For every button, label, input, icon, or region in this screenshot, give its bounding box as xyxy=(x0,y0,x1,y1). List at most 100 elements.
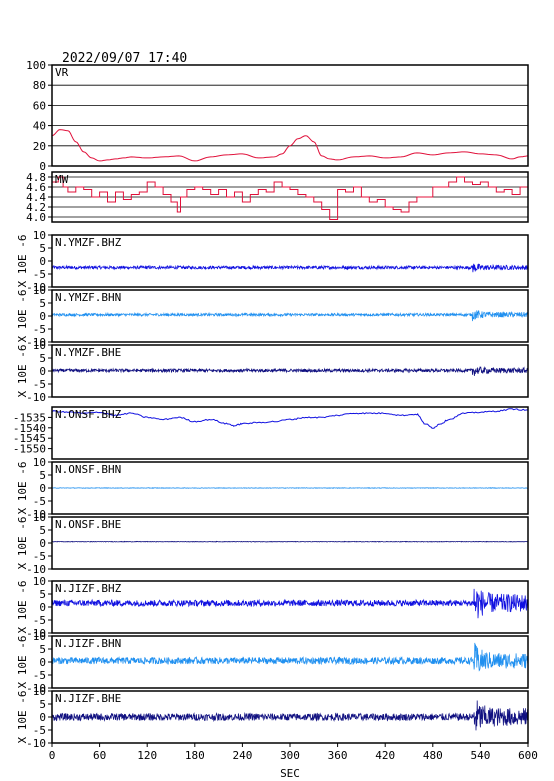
y-tick-label: 5 xyxy=(39,242,46,255)
panel-frame xyxy=(51,461,529,515)
chart-datetime: 2022/09/07 17:40 xyxy=(62,51,187,66)
panel-frame xyxy=(51,64,529,167)
x-tick-label: 600 xyxy=(518,749,538,762)
y-tick-label: 4.4 xyxy=(26,191,46,204)
y-tick-label: 0 xyxy=(39,482,46,495)
series-line xyxy=(52,176,529,220)
y-tick-label: -10 xyxy=(26,737,46,750)
panel-mw: 4.04.24.44.64.8 MW xyxy=(26,171,529,224)
y-tick-label: 0 xyxy=(39,711,46,724)
y-tick-label: -5 xyxy=(33,378,46,391)
series-line xyxy=(51,540,529,543)
x-axis-label: SEC xyxy=(280,767,300,780)
y-tick-label: 10 xyxy=(33,685,46,698)
x-tick-label: 300 xyxy=(280,749,300,762)
x-tick-label: 240 xyxy=(232,749,252,762)
y-tick-label: 0 xyxy=(39,160,46,173)
y-axis-label: X 10E -6 xyxy=(16,636,29,689)
panel-frame xyxy=(51,516,529,570)
y-tick-label: 4.2 xyxy=(26,201,46,214)
y-tick-label: 5 xyxy=(39,588,46,601)
series-line xyxy=(51,263,529,273)
y-tick-label: 0 xyxy=(39,310,46,323)
y-tick-label: -10 xyxy=(26,508,46,521)
y-tick-label: -1545 xyxy=(13,432,46,445)
panel-label: N.JIZF.BHN xyxy=(55,637,121,650)
y-tick-label: -1550 xyxy=(13,443,46,456)
y-tick-label: -5 xyxy=(33,724,46,737)
panel-frame xyxy=(51,171,529,223)
x-axis: 0 60 120 180 240 300 360 420 480 540 600 xyxy=(49,743,538,762)
y-tick-label: 0 xyxy=(39,601,46,614)
panel-label: N.JIZF.BHZ xyxy=(55,582,122,595)
y-tick-label: 0 xyxy=(39,656,46,669)
panel-label: N.YMZF.BHZ xyxy=(55,236,122,249)
y-tick-label: -10 xyxy=(26,281,46,294)
x-tick-label: 0 xyxy=(49,749,56,762)
y-tick-label: 5 xyxy=(39,297,46,310)
y-axis-label: X 10E -6 xyxy=(16,462,29,515)
y-tick-label: -5 xyxy=(33,495,46,508)
y-tick-label: -10 xyxy=(26,391,46,404)
y-tick-label: 0 xyxy=(39,537,46,550)
y-tick-label: 20 xyxy=(33,140,46,153)
panel-frame xyxy=(51,580,529,634)
y-tick-label: 4.0 xyxy=(26,211,46,224)
series-line xyxy=(51,408,529,429)
y-tick-label: 5 xyxy=(39,643,46,656)
y-tick-label: 100 xyxy=(26,59,46,72)
panel-label: VR xyxy=(55,66,69,79)
y-tick-label: 5 xyxy=(39,469,46,482)
panel-label: N.ONSF.BHN xyxy=(55,463,121,476)
y-tick-label: -10 xyxy=(26,336,46,349)
y-tick-label: -10 xyxy=(26,682,46,695)
panel-label: N.YMZF.BHE xyxy=(55,346,121,359)
y-axis-label: X 10E -6 xyxy=(16,290,29,343)
y-tick-label: -10 xyxy=(26,563,46,576)
y-tick-label: 4.8 xyxy=(26,171,46,184)
panel-n-onsf-bhn: -10-505 10 X 10E -6 N.ONSF.BHN xyxy=(16,456,529,521)
y-tick-label: 0 xyxy=(39,255,46,268)
panel-frame xyxy=(51,635,529,689)
panel-n-onsf-bhz: -1535-1540-1545-1550 N.ONSF.BHZ xyxy=(13,406,529,460)
y-tick-label: -1535 xyxy=(13,411,46,424)
panel-frame xyxy=(51,234,529,288)
y-tick-label: -10 xyxy=(26,627,46,640)
x-tick-label: 360 xyxy=(328,749,348,762)
panel-vr: 0 20 40 60 80 100 VR xyxy=(26,59,529,173)
panel-frame xyxy=(51,344,529,398)
y-tick-label: 10 xyxy=(33,284,46,297)
y-axis-label: X 10E -6 xyxy=(16,581,29,634)
y-tick-label: 0 xyxy=(39,365,46,378)
y-tick-label: -5 xyxy=(33,550,46,563)
y-tick-label: -5 xyxy=(33,323,46,336)
x-tick-label: 180 xyxy=(185,749,205,762)
y-tick-label: 80 xyxy=(33,79,46,92)
y-tick-label: 5 xyxy=(39,352,46,365)
y-tick-label: 10 xyxy=(33,339,46,352)
y-tick-label: 10 xyxy=(33,229,46,242)
panel-frame xyxy=(51,289,529,343)
y-tick-label: -1540 xyxy=(13,422,46,435)
y-tick-label: 5 xyxy=(39,524,46,537)
panel-label: N.JIZF.BHE xyxy=(55,692,121,705)
series-line xyxy=(51,588,529,619)
y-axis-label: X 10E -6 xyxy=(16,235,29,288)
x-tick-label: 480 xyxy=(423,749,443,762)
y-tick-label: 4.6 xyxy=(26,181,46,194)
y-tick-label: -5 xyxy=(33,614,46,627)
x-tick-label: 420 xyxy=(375,749,395,762)
y-axis-label: X 10E -6 xyxy=(16,691,29,744)
series-line xyxy=(51,487,529,489)
y-tick-label: 10 xyxy=(33,511,46,524)
panel-frame xyxy=(51,406,529,460)
